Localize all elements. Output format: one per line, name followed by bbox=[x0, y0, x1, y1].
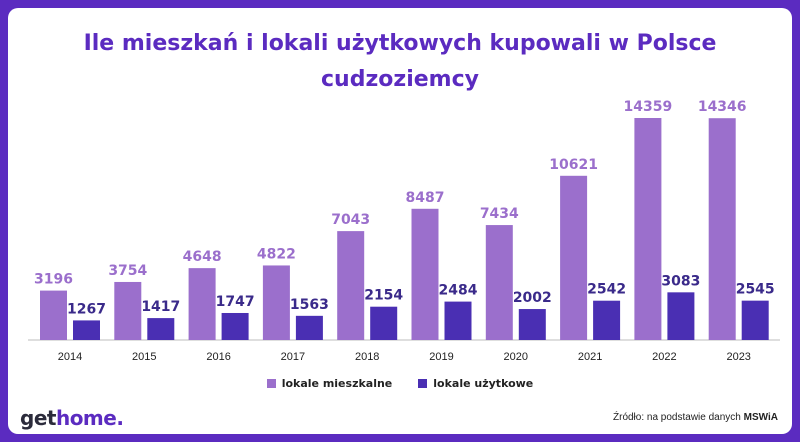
bar-residential-2017 bbox=[262, 265, 290, 340]
bar-commercial-2016 bbox=[221, 312, 249, 340]
data-label-residential-2019: 8487 bbox=[406, 190, 445, 206]
x-tick-label-2017: 2017 bbox=[281, 351, 305, 363]
bar-residential-2018 bbox=[337, 231, 365, 340]
x-tick-label-2015: 2015 bbox=[132, 351, 156, 363]
source-note: Źródło: na podstawie danych MSWiA bbox=[613, 412, 778, 423]
bar-commercial-2017 bbox=[295, 315, 323, 340]
data-label-commercial-2019: 2484 bbox=[439, 283, 478, 299]
bar-residential-2014 bbox=[40, 290, 67, 340]
data-label-commercial-2015: 1417 bbox=[141, 299, 180, 315]
x-tick-label-2014: 2014 bbox=[58, 351, 82, 363]
legend-item-commercial: lokale użytkowe bbox=[418, 377, 533, 390]
data-label-residential-2022: 14359 bbox=[624, 99, 673, 115]
bar-commercial-2023 bbox=[741, 300, 769, 340]
bar-residential-2023 bbox=[708, 118, 736, 340]
chart-title-line1: Ile mieszkań i lokali użytkowych kupowal… bbox=[83, 31, 717, 56]
gethome-logo: gethome. bbox=[20, 406, 124, 430]
data-label-commercial-2018: 2154 bbox=[364, 288, 403, 304]
data-label-commercial-2022: 3083 bbox=[661, 273, 700, 289]
bar-residential-2021 bbox=[560, 175, 588, 340]
data-label-commercial-2016: 1747 bbox=[216, 294, 255, 310]
chart-legend: lokale mieszkalne lokale użytkowe bbox=[8, 377, 792, 390]
x-tick-label-2020: 2020 bbox=[504, 351, 528, 363]
x-tick-label-2019: 2019 bbox=[429, 351, 453, 363]
x-tick-label-2016: 2016 bbox=[206, 351, 230, 363]
data-label-residential-2020: 7434 bbox=[480, 206, 519, 222]
legend-swatch-residential bbox=[266, 379, 276, 388]
bar-commercial-2020 bbox=[518, 309, 546, 340]
data-label-residential-2014: 3196 bbox=[34, 272, 73, 288]
data-label-commercial-2021: 2542 bbox=[587, 282, 626, 298]
data-label-residential-2015: 3754 bbox=[108, 263, 147, 279]
legend-label-commercial: lokale użytkowe bbox=[433, 377, 534, 390]
bar-commercial-2018 bbox=[370, 306, 398, 340]
chart-title: Ile mieszkań i lokali użytkowych kupowal… bbox=[8, 26, 792, 98]
logo-home: home. bbox=[55, 406, 124, 430]
logo-get: get bbox=[20, 406, 56, 430]
chart-card: Ile mieszkań i lokali użytkowych kupowal… bbox=[8, 8, 792, 434]
bar-residential-2019 bbox=[411, 208, 439, 340]
bar-commercial-2014 bbox=[73, 320, 100, 340]
bar-commercial-2021 bbox=[593, 300, 621, 340]
bar-commercial-2015 bbox=[147, 318, 175, 340]
source-prefix: Źródło: na podstawie danych bbox=[613, 412, 741, 423]
data-label-commercial-2020: 2002 bbox=[513, 290, 552, 306]
legend-item-residential: lokale mieszkalne bbox=[266, 377, 393, 390]
data-label-residential-2017: 4822 bbox=[257, 246, 296, 262]
data-label-commercial-2017: 1563 bbox=[290, 297, 329, 313]
source-name: MSWiA bbox=[743, 412, 778, 423]
data-label-residential-2016: 4648 bbox=[183, 249, 222, 265]
data-label-commercial-2014: 1267 bbox=[67, 301, 106, 317]
x-tick-label-2021: 2021 bbox=[578, 351, 602, 363]
bar-residential-2022 bbox=[634, 118, 662, 340]
x-tick-label-2018: 2018 bbox=[355, 351, 379, 363]
chart-title-line2: cudzoziemcy bbox=[321, 67, 479, 92]
data-label-commercial-2023: 2545 bbox=[736, 282, 775, 298]
data-label-residential-2023: 14346 bbox=[698, 99, 747, 115]
legend-label-residential: lokale mieszkalne bbox=[281, 377, 393, 390]
bar-residential-2015 bbox=[114, 281, 142, 340]
x-tick-label-2023: 2023 bbox=[726, 351, 750, 363]
data-label-residential-2018: 7043 bbox=[331, 212, 370, 228]
x-tick-label-2022: 2022 bbox=[652, 351, 676, 363]
bar-residential-2016 bbox=[188, 268, 216, 340]
legend-swatch-commercial bbox=[418, 379, 428, 388]
bar-commercial-2022 bbox=[667, 292, 695, 340]
bar-residential-2020 bbox=[485, 225, 513, 340]
bar-chart: 3196 1267 2014 3754 1417 2015 4648 1747 2016 4822… bbox=[28, 99, 780, 363]
data-label-residential-2021: 10621 bbox=[549, 157, 598, 173]
bar-commercial-2019 bbox=[444, 301, 472, 340]
